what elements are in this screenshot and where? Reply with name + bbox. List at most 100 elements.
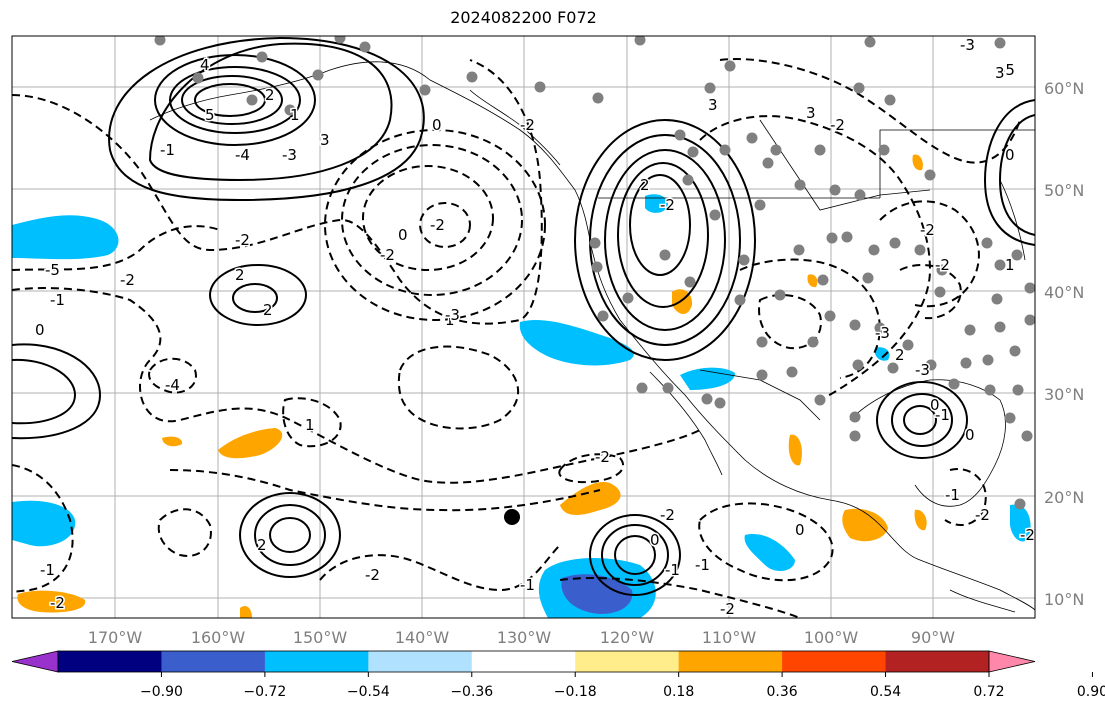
colorbar-segment [782,651,887,672]
station-dot [1021,430,1033,442]
station-dot [1024,282,1035,294]
contour-positive [12,358,77,425]
station-dot [312,69,324,81]
positive-anomaly-region [842,508,888,542]
station-dot [994,321,1006,333]
lat-label-50n: 50°N [1044,181,1084,200]
lon-label-170w: 170°W [88,628,143,647]
station-dot [719,144,731,156]
contour-value-label: -2 [660,506,675,524]
station-dot [284,104,296,116]
contour-value-label: 2 [895,346,905,364]
colorbar-tick-label: −0.90 [140,684,183,700]
contour-positive [604,149,726,331]
colorbar-tick-label: −0.54 [347,684,390,700]
contour-value-label: 2 [263,301,273,319]
contour-value-label: 0 [398,226,408,244]
station-dot [419,84,431,96]
lat-label-20n: 20°N [1044,488,1084,507]
lon-label-120w: 120°W [600,628,655,647]
positive-anomaly-region [17,590,86,613]
colorbar-tick-labels: −0.90 −0.72 −0.54 −0.36 −0.18 0.18 0.36 0.54 0.7… [140,672,1105,700]
anomaly-shading [12,154,1031,618]
contour-value-label: -2 [935,256,950,274]
station-dot [701,393,713,405]
contour-negative [12,464,74,593]
colorbar-segment [368,651,473,672]
contour-positive [209,264,307,326]
station-dot [853,82,865,94]
contour-value-label: 3 [320,131,330,149]
station-dot [826,232,838,244]
station-dot [994,259,1006,271]
contour-positive [254,504,326,566]
strong-negative-anomaly-region [561,574,633,614]
contour-value-label: -2 [380,246,395,264]
station-dot [889,237,901,249]
contour-value-label: -2 [975,506,990,524]
contour-lines [12,36,1035,618]
station-dot [994,37,1006,49]
contour-value-label: -2 [830,116,845,134]
station-dot [154,36,166,46]
station-dot [534,81,546,93]
colorbar-segment [161,651,266,672]
station-dot [634,36,646,46]
positive-anomaly-region [218,428,283,459]
contour-positive [589,514,681,596]
contour-positive [181,75,283,125]
contour-negative [719,58,1021,164]
negative-anomaly-region [1010,504,1031,542]
contour-positive [148,42,393,182]
negative-anomaly-region [744,534,795,572]
lon-label-150w: 150°W [293,628,348,647]
contour-value-label: -1 [695,556,710,574]
contour-value-label: -3 [960,36,975,54]
contour-value-label: -1 [50,291,65,309]
contour-value-label: -3 [915,361,930,379]
contour-negative [157,508,212,557]
contour-value-label: 0 [795,521,805,539]
station-dot [829,184,841,196]
station-dot [754,199,766,211]
contour-value-label: -1 [945,486,960,504]
contour-value-label: 0 [1005,146,1015,164]
station-dot [934,286,946,298]
contour-negative [558,453,625,484]
colorbar-tick-label: 0.18 [663,684,694,700]
contour-value-label: -1 [520,576,535,594]
station-dot [902,339,914,351]
contour-value-label: 1 [290,106,300,124]
latitude-labels: 60°N 50°N 40°N 30°N 20°N 10°N [1044,79,1084,609]
positive-anomaly-region [912,154,923,171]
station-dot [359,41,371,53]
station-markers [154,36,1035,510]
lon-label-110w: 110°W [702,628,757,647]
coastlines [149,61,1035,613]
lon-label-130w: 130°W [497,628,552,647]
contour-negative [739,258,882,379]
colorbar-extend-high [988,650,1036,673]
station-dot [734,294,746,306]
storm-center-marker [504,509,520,525]
station-dot [887,362,899,374]
lat-label-40n: 40°N [1044,283,1084,302]
colorbar-extend-low [11,650,59,673]
station-dot [738,254,750,266]
station-dot [662,382,674,394]
contour-value-label: 2 [257,536,267,554]
contour-negative [698,502,834,582]
contour-value-label: 0 [432,116,442,134]
station-dot [756,336,768,348]
station-dot [854,189,866,201]
station-dot [925,359,937,371]
contour-value-label: -2 [430,216,445,234]
contour-value-label: -1 [935,406,950,424]
lon-label-160w: 160°W [191,628,246,647]
contour-positive [574,119,756,361]
contour-positive [154,54,316,146]
positive-anomaly-region [162,436,183,447]
station-dot [704,82,716,94]
contour-negative [148,357,197,394]
